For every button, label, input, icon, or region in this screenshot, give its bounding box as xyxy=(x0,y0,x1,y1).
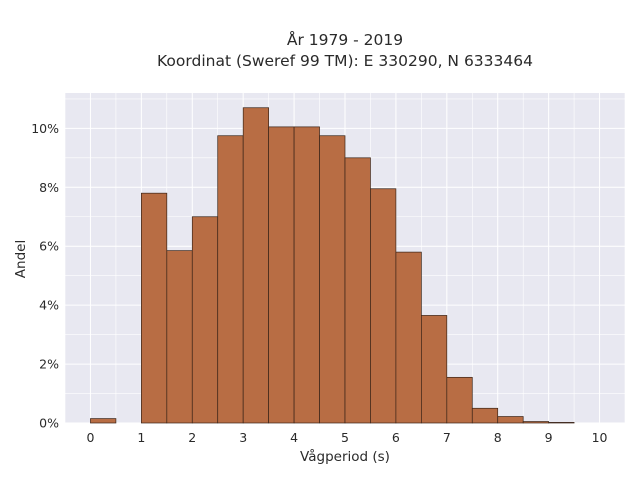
histogram-bar xyxy=(191,216,219,424)
histogram-bar xyxy=(319,135,346,424)
histogram-bar xyxy=(344,157,371,424)
x-tick-label: 5 xyxy=(341,430,349,445)
histogram-bar xyxy=(293,126,320,424)
histogram-bar xyxy=(497,416,524,424)
x-tick-label: 2 xyxy=(188,430,196,445)
histogram-bar xyxy=(471,407,499,424)
x-tick-label: 10 xyxy=(592,430,608,445)
x-axis-label: Vågperiod (s) xyxy=(300,448,390,465)
histogram-bar xyxy=(268,126,295,424)
histogram-bar xyxy=(446,376,473,424)
histogram-bars xyxy=(90,107,575,424)
x-axis-ticks: 0 1 2 3 4 5 6 7 8 9 10 xyxy=(86,430,607,445)
histogram-bar xyxy=(421,315,448,424)
x-tick-label: 6 xyxy=(392,430,400,445)
y-tick-label: 2% xyxy=(39,357,59,372)
x-tick-label: 4 xyxy=(290,430,298,445)
histogram-bar xyxy=(395,251,422,424)
histogram-bar xyxy=(217,135,244,424)
y-axis-ticks: 0% 2% 4% 6% 8% 10% xyxy=(31,121,59,431)
histogram-bar xyxy=(548,422,575,424)
y-tick-label: 4% xyxy=(39,298,59,313)
y-tick-label: 10% xyxy=(31,121,59,136)
x-tick-label: 3 xyxy=(239,430,247,445)
histogram-bar xyxy=(166,250,193,424)
x-tick-label: 1 xyxy=(137,430,145,445)
histogram-bar xyxy=(141,192,168,424)
histogram-bar xyxy=(370,188,397,424)
x-tick-label: 8 xyxy=(494,430,502,445)
histogram-bar xyxy=(522,421,549,424)
y-axis-label: Andel xyxy=(13,240,29,278)
histogram-bar xyxy=(90,418,117,424)
chart-subtitle: Koordinat (Sweref 99 TM): E 330290, N 63… xyxy=(157,52,533,70)
histogram-bar xyxy=(242,107,269,424)
x-tick-label: 7 xyxy=(443,430,451,445)
x-tick-label: 0 xyxy=(86,430,94,445)
y-tick-label: 0% xyxy=(39,416,59,431)
y-tick-label: 8% xyxy=(39,180,59,195)
x-tick-label: 9 xyxy=(545,430,553,445)
chart-title: År 1979 - 2019 xyxy=(287,30,403,49)
y-tick-label: 6% xyxy=(39,239,59,254)
